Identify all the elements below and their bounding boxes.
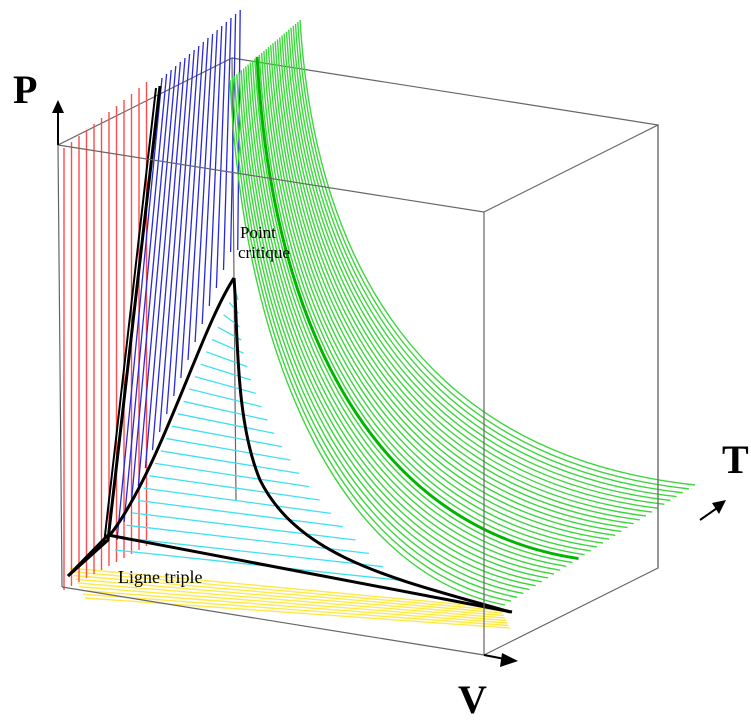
liquid-vapor-line xyxy=(149,475,320,501)
liquid-vapor-line xyxy=(114,549,399,581)
solid-liquid-line xyxy=(208,25,223,307)
gas-isotherm xyxy=(255,56,579,561)
gas-isotherm xyxy=(272,43,622,533)
p-axis-arrowhead xyxy=(52,100,64,113)
solid-liquid-line xyxy=(173,45,200,397)
liquid-vapor-line xyxy=(206,351,248,368)
solid-liquid-line xyxy=(215,21,228,289)
liquid-vapor-line xyxy=(172,425,283,448)
triple-line-edge xyxy=(66,533,110,578)
gas-isotherm xyxy=(236,74,524,595)
gas-isotherm xyxy=(290,27,671,502)
critical-point-label-line2: critique xyxy=(238,242,290,262)
gas-isotherm xyxy=(283,33,653,513)
gas-isotherm xyxy=(294,23,683,494)
liquid-vapor-line xyxy=(177,413,275,434)
solid-liquid-line xyxy=(166,49,195,415)
solid-vapor-line xyxy=(71,571,502,612)
v-axis-label: V xyxy=(458,677,487,722)
solid-vapor-line xyxy=(81,589,508,624)
solid-vapor-line xyxy=(79,586,507,622)
box-front-edge xyxy=(57,144,485,656)
t-axis-arrowhead xyxy=(712,500,726,514)
liquid-vapor-line xyxy=(120,536,384,568)
t-axis-label: T xyxy=(722,437,749,482)
gas-isotherm xyxy=(297,21,689,490)
solid-liquid-line xyxy=(137,65,177,487)
gas-isotherm xyxy=(245,66,549,579)
gas-isotherm xyxy=(265,48,604,544)
liquid-vapor-line xyxy=(154,462,310,488)
solid-vapor-line xyxy=(69,567,501,609)
solid-liquid-line xyxy=(222,17,232,271)
box-front-edges xyxy=(57,124,659,656)
critical-point-label-line1: Point xyxy=(240,223,276,242)
gas-isotherm xyxy=(247,64,555,575)
triple-line-label: Ligne triple xyxy=(118,567,203,587)
solid-vapor-line xyxy=(77,582,506,619)
solid-vapor-region xyxy=(69,567,511,629)
solid-liquid-region-lines xyxy=(116,9,241,541)
gas-isotherm xyxy=(242,68,542,583)
solid-region-lines xyxy=(63,82,148,590)
gas-isotherm xyxy=(258,54,585,556)
gas-isotherm xyxy=(285,31,659,509)
liquid-vapor-line xyxy=(137,499,343,528)
gas-isotherm xyxy=(274,41,628,529)
box-front-edge xyxy=(483,124,659,656)
liquid-vapor-line xyxy=(132,512,356,541)
gas-isotherm xyxy=(254,58,573,564)
solid-vapor-line xyxy=(75,578,504,617)
solid-vapor-line xyxy=(73,574,503,614)
gas-isotherm xyxy=(240,70,536,587)
gas-isotherm xyxy=(233,76,518,598)
solid-liquid-line xyxy=(151,57,186,451)
saturated-liquid-curve xyxy=(108,277,236,536)
critical-point-label: Point critique xyxy=(238,223,290,262)
triple-line xyxy=(107,533,513,614)
gas-isotherm xyxy=(288,29,665,506)
solid-vapor-line xyxy=(84,597,511,629)
liquid-vapor-line xyxy=(183,400,268,421)
liquid-vapor-line xyxy=(160,450,300,474)
gas-isotherm xyxy=(269,45,616,537)
solid-vapor-line xyxy=(83,593,509,627)
solid-liquid-line xyxy=(116,77,163,541)
liquid-vapor-line xyxy=(166,437,291,461)
solid-liquid-line xyxy=(187,37,209,361)
solid-boundary xyxy=(103,87,157,545)
liquid-vapor-line xyxy=(143,487,331,514)
liquid-vapor-line xyxy=(200,363,252,381)
gas-region-isotherms xyxy=(229,19,696,606)
gas-isotherm xyxy=(281,35,647,517)
gas-isotherm xyxy=(260,52,591,552)
liquid-vapor-line xyxy=(194,376,256,394)
saturated-vapor-curve xyxy=(232,277,511,614)
gas-isotherm xyxy=(267,47,610,540)
p-axis-label: P xyxy=(13,67,38,112)
v-axis-arrowhead xyxy=(500,653,518,667)
liquid-vapor-region-lines xyxy=(114,289,399,581)
gas-isotherm xyxy=(276,39,634,525)
gas-isotherm xyxy=(292,25,677,498)
liquid-vapor-line xyxy=(189,388,262,408)
solid-liquid-line xyxy=(158,53,191,433)
solid-liquid-line xyxy=(194,33,214,343)
gas-isotherm xyxy=(251,60,567,567)
solid-liquid-line xyxy=(144,61,182,469)
gas-isotherm xyxy=(229,79,506,606)
gas-isotherm xyxy=(238,72,530,591)
gas-isotherm xyxy=(231,78,512,602)
gas-isotherm xyxy=(278,37,640,521)
solid-liquid-line xyxy=(201,29,218,325)
solid-liquid-line xyxy=(180,41,205,379)
phase-boundaries xyxy=(66,85,513,614)
gas-isotherm xyxy=(299,19,696,486)
axis-arrows xyxy=(52,100,726,667)
gas-isotherm xyxy=(263,50,598,548)
solid-liquid-line xyxy=(130,69,172,505)
liquid-vapor-line xyxy=(126,524,370,554)
solid-liquid-line xyxy=(123,73,168,523)
